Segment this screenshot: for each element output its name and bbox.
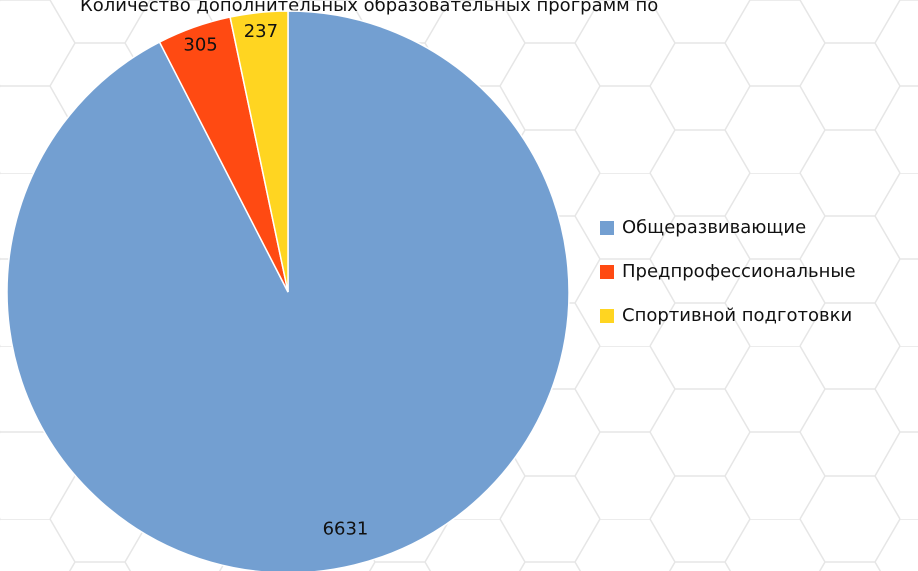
data-label: 237 xyxy=(244,21,278,42)
legend-label: Общеразвивающие xyxy=(622,217,806,238)
data-label: 305 xyxy=(183,35,217,56)
legend-label: Спортивной подготовки xyxy=(622,305,852,326)
legend-swatch xyxy=(600,265,614,279)
data-label: 6631 xyxy=(323,519,369,540)
legend-swatch xyxy=(600,309,614,323)
legend-label: Предпрофессиональные xyxy=(622,261,856,282)
legend-swatch xyxy=(600,221,614,235)
pie-slice xyxy=(6,10,570,571)
chart-title: Количество дополнительных образовательны… xyxy=(80,0,658,16)
pie-slice xyxy=(229,10,289,293)
